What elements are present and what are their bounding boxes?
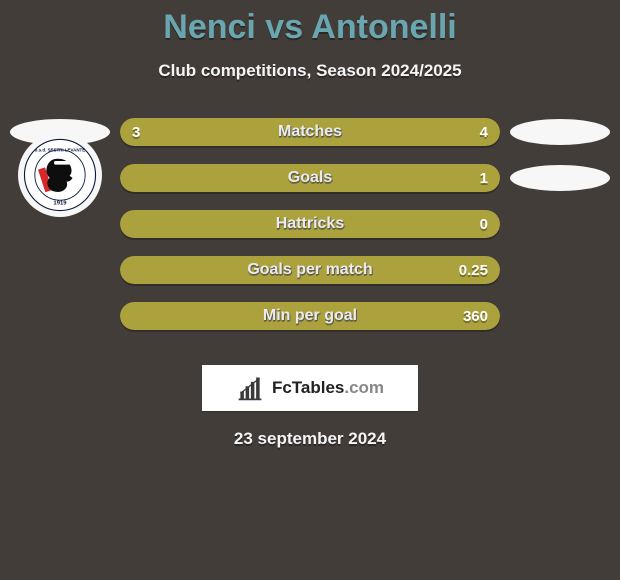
svg-text:1919: 1919	[53, 201, 67, 207]
stat-row: Goals per match 0.25	[0, 247, 620, 293]
stat-bar: Goals per match 0.25	[120, 256, 500, 284]
stat-label: Matches	[120, 118, 500, 146]
stat-right-value: 0.25	[459, 256, 488, 284]
subtitle: Club competitions, Season 2024/2025	[0, 61, 620, 81]
stat-right-value: 360	[463, 302, 488, 330]
stat-row: u.s.d. SESTRI LEVANTE 1919 Goals 1	[0, 155, 620, 201]
stat-bar: Hattricks 0	[120, 210, 500, 238]
branding-box: FcTables.com	[202, 365, 418, 411]
stat-label: Goals	[120, 164, 500, 192]
right-avatar-slot	[500, 119, 620, 145]
stat-label: Min per goal	[120, 302, 500, 330]
svg-text:u.s.d. SESTRI LEVANTE: u.s.d. SESTRI LEVANTE	[35, 147, 86, 152]
right-club-slot	[500, 165, 620, 191]
stat-bar: 3 Matches 4	[120, 118, 500, 146]
page-title: Nenci vs Antonelli	[0, 0, 620, 47]
snapshot-date: 23 september 2024	[0, 429, 620, 449]
player-avatar-placeholder	[510, 119, 610, 145]
stat-bar: Goals 1	[120, 164, 500, 192]
stat-label: Hattricks	[120, 210, 500, 238]
branding-text: FcTables.com	[272, 378, 384, 398]
branding-domain: .com	[344, 378, 384, 397]
left-club-slot: u.s.d. SESTRI LEVANTE 1919	[0, 139, 120, 217]
branding-name: FcTables	[272, 378, 344, 397]
club-badge: u.s.d. SESTRI LEVANTE 1919	[18, 133, 102, 217]
stat-row: Min per goal 360	[0, 293, 620, 339]
club-avatar-placeholder	[510, 165, 610, 191]
comparison-chart: 3 Matches 4 u.s.d. SESTRI LEVANTE 1919	[0, 109, 620, 339]
club-badge-icon: u.s.d. SESTRI LEVANTE 1919	[23, 138, 97, 212]
bar-chart-icon	[236, 374, 264, 402]
stat-label: Goals per match	[120, 256, 500, 284]
stat-right-value: 4	[480, 118, 488, 146]
stat-right-value: 1	[480, 164, 488, 192]
stat-bar: Min per goal 360	[120, 302, 500, 330]
stat-right-value: 0	[480, 210, 488, 238]
